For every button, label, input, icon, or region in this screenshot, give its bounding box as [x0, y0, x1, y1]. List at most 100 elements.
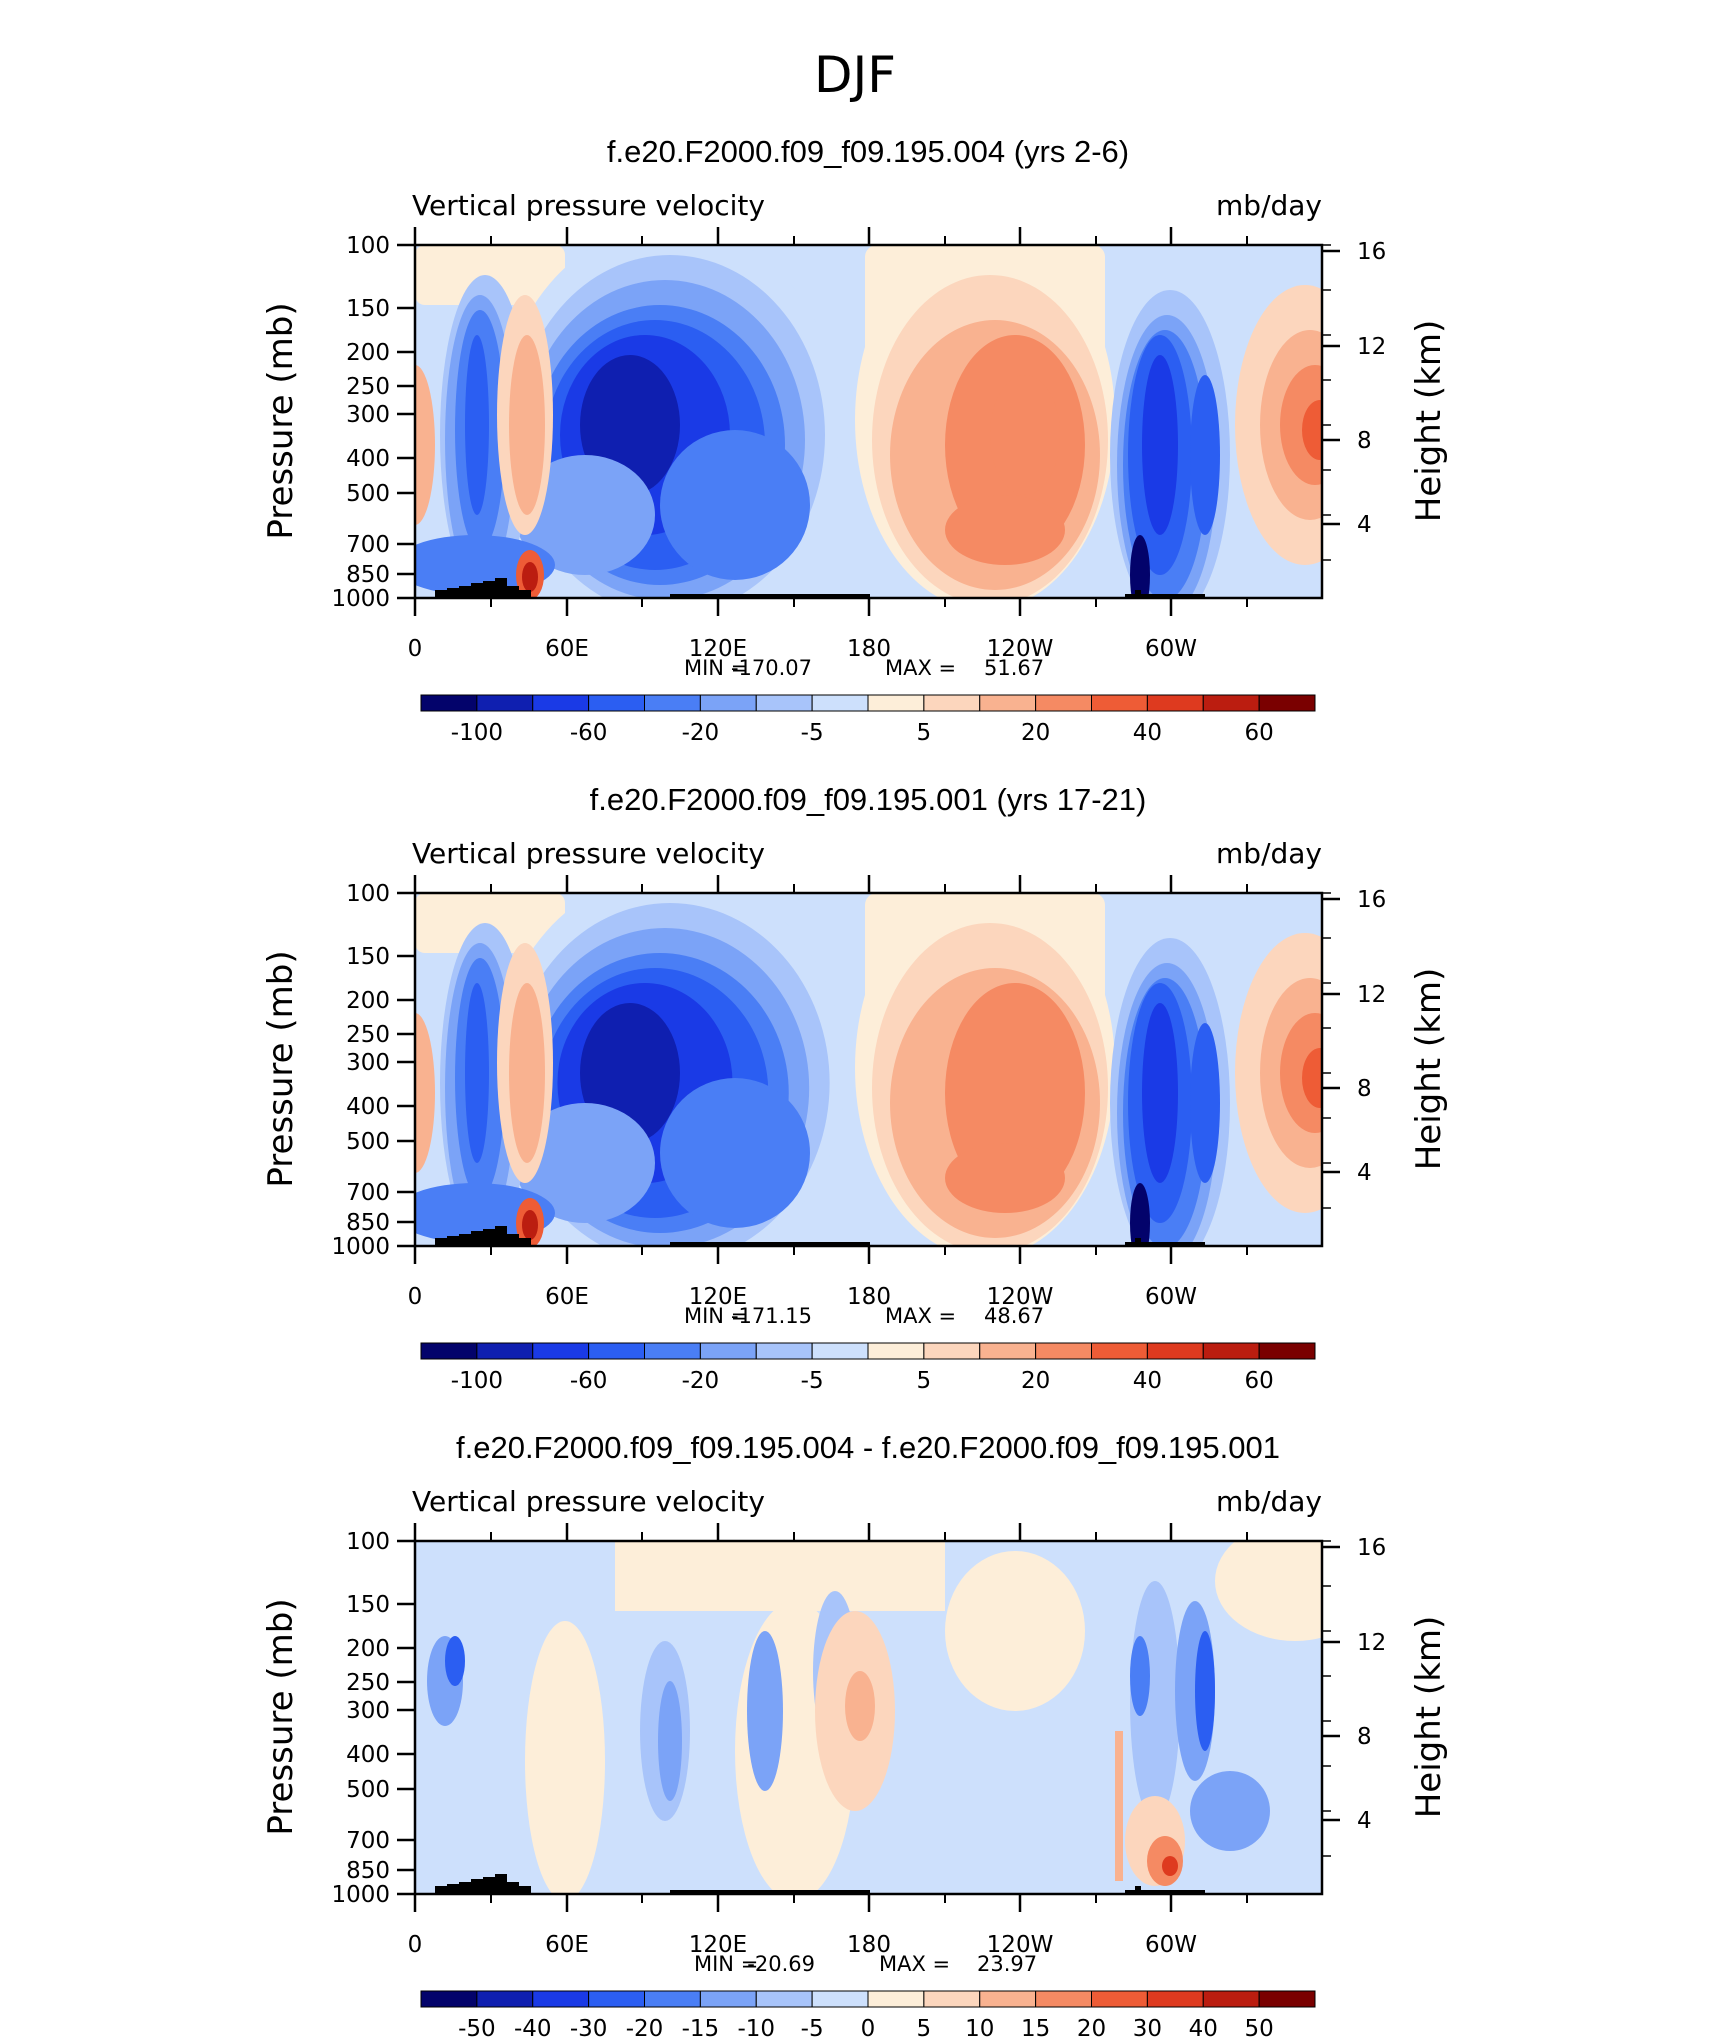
- colorbar-box: [867, 694, 925, 712]
- colorbar-box: [923, 1990, 981, 2008]
- panel-1-y2-axis-title: Height (km): [1409, 320, 1449, 523]
- east-edge-descent: [1302, 1048, 1322, 1108]
- x-tick-label: 180: [847, 636, 891, 662]
- colorbar-box: [420, 1342, 478, 1360]
- y-tick-label: 300: [346, 402, 390, 428]
- topography: [670, 1890, 870, 1894]
- colorbar-box: [1035, 1342, 1092, 1360]
- y-tick-label: 700: [346, 532, 390, 558]
- topography: [447, 1884, 459, 1894]
- descent-core: [990, 375, 1060, 495]
- y-tick-label: 1000: [331, 586, 390, 612]
- colorbar-label: 40: [1133, 720, 1162, 746]
- colorbar-box: [1091, 1342, 1148, 1360]
- x-tick-label: 180: [847, 1932, 891, 1958]
- panel-2-colorbar: -100 -60 -20 -5 5 20 40 60: [420, 1342, 1316, 1394]
- colorbar-box: [420, 694, 478, 712]
- y-tick-label: 100: [346, 881, 390, 907]
- panel-1-contour-field: [415, 245, 1322, 598]
- y-tick-label: 400: [346, 446, 390, 472]
- colorbar-label: 15: [1021, 2016, 1050, 2038]
- colorbar-label: -5: [801, 2016, 824, 2038]
- topography: [471, 1879, 483, 1894]
- colorbar-box: [811, 1342, 869, 1360]
- colorbar-box: [1146, 1342, 1204, 1360]
- upper-positive-band-west: [415, 245, 565, 305]
- panel-1-min-label: MIN =: [684, 656, 748, 680]
- colorbar-label: 60: [1244, 1368, 1273, 1394]
- colorbar-box: [476, 1342, 534, 1360]
- negative-anomaly: [658, 1681, 682, 1801]
- positive-band: [1215, 1541, 1322, 1641]
- x-tick-label: 120W: [987, 636, 1054, 662]
- negative-anomaly: [445, 1636, 465, 1686]
- topography: [459, 1234, 471, 1246]
- colorbar-box: [755, 694, 813, 712]
- indian-descent: [522, 562, 538, 592]
- panel-1-max-value: 51.67: [984, 656, 1044, 680]
- topography: [447, 588, 459, 598]
- colorbar-label: -60: [570, 720, 608, 746]
- x-tick-label: 60E: [545, 1284, 589, 1310]
- y2-tick-label: 16: [1357, 1535, 1386, 1561]
- panel-3-max-value: 23.97: [977, 1952, 1037, 1976]
- y-tick-label: 150: [346, 1592, 390, 1618]
- negative-anomaly: [1190, 1771, 1270, 1851]
- y2-tick-label: 8: [1357, 1724, 1372, 1750]
- colorbar-box: [979, 1990, 1037, 2008]
- colorbar-box: [476, 1990, 534, 2008]
- x-tick-label: 0: [408, 636, 423, 662]
- colorbar-label: -10: [737, 2016, 775, 2038]
- colorbar-label: -100: [451, 720, 503, 746]
- east-edge-descent: [1302, 400, 1322, 460]
- topography: [435, 1238, 447, 1246]
- panel-2-units-label: mb/day: [1216, 837, 1322, 870]
- indian-ascent: [465, 335, 489, 515]
- panel-3-units-label: mb/day: [1216, 1485, 1322, 1518]
- y-tick-label: 500: [346, 1777, 390, 1803]
- west-edge-descent: [415, 1013, 435, 1173]
- colorbar-box: [1202, 694, 1260, 712]
- panel-2-max-value: 48.67: [984, 1304, 1044, 1328]
- y2-tick-label: 8: [1357, 1076, 1372, 1102]
- colorbar-label: 20: [1077, 2016, 1106, 2038]
- colorbar-box: [755, 1990, 813, 2008]
- y2-tick-label: 4: [1357, 1808, 1372, 1834]
- positive-band: [615, 1541, 945, 1611]
- ascent-core: [515, 1103, 655, 1223]
- topography: [507, 586, 519, 598]
- colorbar-box: [644, 1342, 701, 1360]
- topography: [519, 590, 531, 598]
- y-tick-label: 200: [346, 340, 390, 366]
- y2-tick-label: 4: [1357, 1160, 1372, 1186]
- colorbar-label: 20: [1021, 1368, 1050, 1394]
- colorbar-label: -40: [514, 2016, 552, 2038]
- topography: [471, 1231, 483, 1246]
- upper-positive-band-west: [415, 893, 565, 953]
- x-tick-label: 120W: [987, 1932, 1054, 1958]
- panel-3-max-label: MAX =: [879, 1952, 950, 1976]
- colorbar-box: [644, 694, 701, 712]
- topography: [483, 1877, 495, 1894]
- colorbar-box: [811, 1990, 869, 2008]
- positive-anomaly: [1115, 1731, 1123, 1881]
- y-tick-label: 500: [346, 1129, 390, 1155]
- panel-1: f.e20.F2000.f09_f09.195.004 (yrs 2-6) Ve…: [261, 134, 1449, 746]
- negative-anomaly: [1130, 1636, 1150, 1716]
- colorbar-box: [699, 1342, 757, 1360]
- y-tick-label: 850: [346, 1210, 390, 1236]
- panel-3-y-axis-title: Pressure (mb): [261, 1598, 301, 1835]
- topography: [1135, 1886, 1141, 1894]
- americas-ascent: [1190, 375, 1220, 535]
- y-tick-label: 100: [346, 1529, 390, 1555]
- topography: [507, 1882, 519, 1894]
- colorbar-box: [1202, 1990, 1260, 2008]
- panel-3-title: f.e20.F2000.f09_f09.195.004 - f.e20.F200…: [456, 1430, 1280, 1465]
- colorbar-label: 0: [861, 2016, 876, 2038]
- topography: [1135, 590, 1141, 598]
- panel-1-units-label: mb/day: [1216, 189, 1322, 222]
- colorbar-box: [1146, 1990, 1204, 2008]
- panel-2-y-axis-title: Pressure (mb): [261, 950, 301, 1187]
- y-tick-label: 850: [346, 562, 390, 588]
- topography: [483, 1229, 495, 1246]
